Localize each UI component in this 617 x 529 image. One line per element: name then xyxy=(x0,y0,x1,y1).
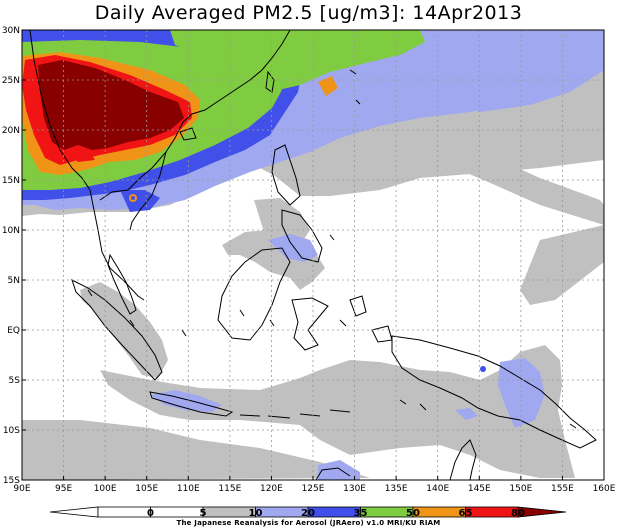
lon-tick-label: 155E xyxy=(551,484,574,494)
graticule xyxy=(22,30,604,480)
lon-tick-label: 125E xyxy=(302,484,325,494)
lon-tick-label: 130E xyxy=(343,484,366,494)
lon-tick-label: 120E xyxy=(260,484,283,494)
coastline-vietnam xyxy=(129,151,167,231)
gray-region-pacific-east xyxy=(440,145,604,225)
lightblue-region-new-guinea xyxy=(498,358,545,428)
lat-tick-label: 25N xyxy=(2,76,20,86)
legend-label: 10 xyxy=(249,508,263,519)
hotspot-new-guinea xyxy=(480,366,486,372)
lon-tick-label: 90E xyxy=(13,484,30,494)
red-region-gulf-patch xyxy=(70,152,95,162)
lon-tick-label: 145E xyxy=(468,484,491,494)
legend-bin-high xyxy=(517,506,567,518)
legend-bin-low xyxy=(49,506,99,518)
coastlines xyxy=(29,30,597,480)
coastline-australia-north xyxy=(315,439,477,480)
lightblue-region-timor xyxy=(455,408,478,420)
lat-tick-label: 20N xyxy=(2,126,20,136)
lightblue-region-south-china-sea xyxy=(268,234,318,262)
lightblue-region-south-edge xyxy=(318,460,360,480)
legend-label: 20 xyxy=(301,508,315,519)
legend-label: 35 xyxy=(354,508,368,519)
coastline-pacific-islands xyxy=(329,69,577,429)
green-region-north-band xyxy=(170,30,425,92)
lat-tick-label: 15S xyxy=(3,476,20,486)
coastline-small-islands xyxy=(87,289,427,411)
coastline-malay-peninsula xyxy=(107,253,137,315)
gray-region-south-west xyxy=(22,420,370,480)
lat-tick-label: EQ xyxy=(7,326,20,336)
coastline-new-guinea xyxy=(391,335,597,449)
coastline-sumatra xyxy=(71,279,163,381)
lat-tick-label: 5S xyxy=(9,376,21,386)
gray-region-south xyxy=(100,345,575,478)
coastline-visayas-mindanao xyxy=(281,209,323,263)
legend-bin xyxy=(150,506,204,518)
lon-tick-label: 95E xyxy=(55,484,72,494)
lat-tick-label: 10S xyxy=(3,426,20,436)
coastline-hainan xyxy=(179,127,197,141)
color-legend: 0 5 10 20 35 50 65 80 xyxy=(49,506,567,519)
hotspot-cambodia-core xyxy=(131,196,135,200)
legend-bin xyxy=(97,506,151,518)
lat-tick-label: 30N xyxy=(2,26,20,36)
coastline-java xyxy=(149,391,234,417)
legend-label: 0 xyxy=(147,508,154,519)
orange-region-patch-east xyxy=(318,76,338,96)
concentration-field xyxy=(22,30,604,480)
lon-tick-label: 105E xyxy=(135,484,158,494)
lon-tick-label: 100E xyxy=(94,484,117,494)
coastline-luzon xyxy=(271,144,301,206)
latitude-axis: 30N 25N 20N 15N 10N 5N EQ 5S 10S 15S xyxy=(2,26,26,486)
lightblue-region-pacific-band xyxy=(430,42,604,112)
lon-tick-label: 115E xyxy=(218,484,241,494)
map-title: Daily Averaged PM2.5 [ug/m3]: 14Apr2013 xyxy=(94,2,523,24)
coastline-asia-mainland xyxy=(29,30,291,301)
lon-tick-label: 140E xyxy=(426,484,449,494)
lat-tick-label: 5N xyxy=(8,276,20,286)
legend-label: 65 xyxy=(459,508,473,519)
coastline-borneo xyxy=(217,247,291,341)
lat-tick-label: 15N xyxy=(2,176,20,186)
lat-tick-label: 10N xyxy=(2,226,20,236)
lon-tick-label: 160E xyxy=(593,484,616,494)
legend-label: 5 xyxy=(200,508,207,519)
coastline-sulawesi xyxy=(291,297,329,351)
legend-label: 80 xyxy=(511,508,525,519)
lon-tick-label: 150E xyxy=(509,484,532,494)
coastline-lesser-sunda xyxy=(239,409,351,419)
coastline-taiwan xyxy=(265,70,275,93)
lon-tick-label: 110E xyxy=(177,484,200,494)
caption: The Japanese Reanalysis for Aerosol (JRA… xyxy=(176,519,441,527)
legend-label: 50 xyxy=(406,508,420,519)
longitude-axis: 90E 95E 100E 105E 110E 115E 120E 125E 130E 135E 14… xyxy=(13,476,616,494)
darkred-region-core xyxy=(38,60,184,150)
lon-tick-label: 135E xyxy=(385,484,408,494)
